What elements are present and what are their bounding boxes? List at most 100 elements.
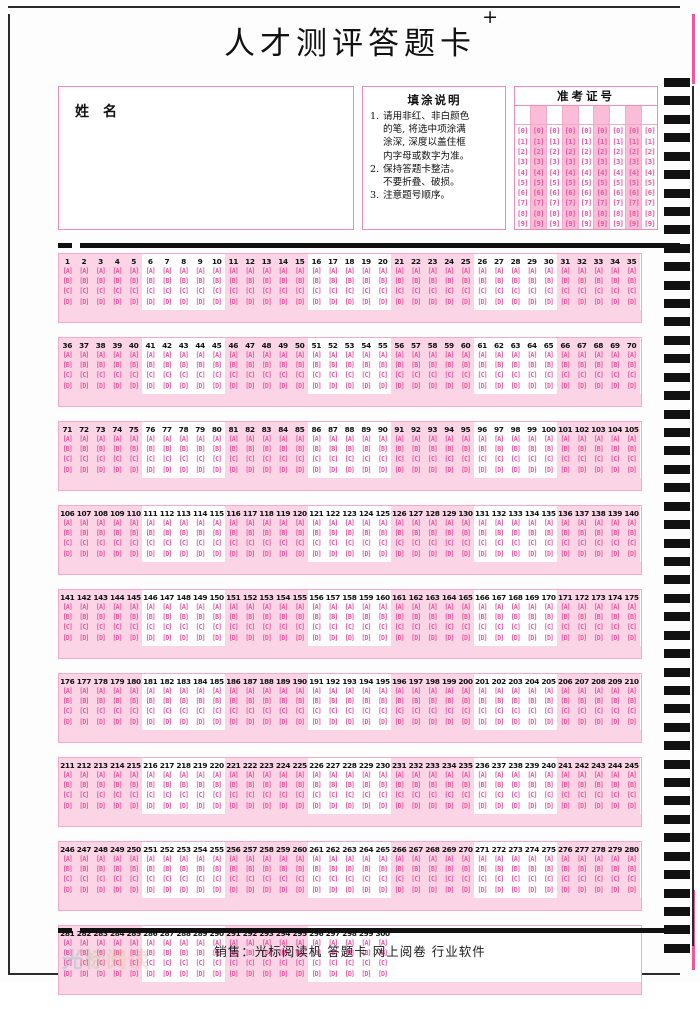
answer-bubble[interactable]: [B] xyxy=(228,697,239,706)
question-cell[interactable]: 269 [A] [B] [C] [D] xyxy=(441,842,458,898)
question-cell[interactable]: 35 [A] [B] [C] [D] xyxy=(623,254,640,310)
answer-bubble[interactable]: [A] xyxy=(560,519,571,527)
question-cell[interactable]: 299 [A] [B] [C] [D] xyxy=(357,926,375,982)
exam-number-bubble[interactable]: [8] xyxy=(644,208,656,218)
answer-bubble[interactable]: [B] xyxy=(494,613,504,622)
answer-bubble[interactable]: [C] xyxy=(626,707,637,716)
answer-bubble[interactable]: [D] xyxy=(560,549,571,558)
answer-bubble[interactable]: [A] xyxy=(626,603,637,611)
question-cell[interactable]: 215 [A] [B] [C] [D] xyxy=(125,758,142,814)
answer-bubble[interactable]: [B] xyxy=(62,277,73,286)
exam-number-write-cell[interactable] xyxy=(546,106,562,125)
answer-bubble[interactable]: [D] xyxy=(62,885,73,894)
answer-bubble[interactable]: [B] xyxy=(112,781,122,790)
answer-bubble[interactable]: [C] xyxy=(295,539,305,548)
question-cell[interactable]: 222 [A] [B] [C] [D] xyxy=(242,758,259,814)
answer-bubble[interactable]: [D] xyxy=(145,465,156,474)
question-cell[interactable]: 48 [A] [B] [C] [D] xyxy=(258,338,275,394)
answer-bubble[interactable]: [A] xyxy=(112,939,122,947)
answer-bubble[interactable]: [D] xyxy=(212,717,222,726)
answer-bubble[interactable]: [B] xyxy=(494,361,504,370)
answer-bubble[interactable]: [A] xyxy=(510,771,521,779)
answer-bubble[interactable]: [D] xyxy=(195,297,205,306)
answer-bubble[interactable]: [A] xyxy=(593,771,604,779)
question-cell[interactable]: 164 [A] [B] [C] [D] xyxy=(441,590,458,646)
question-cell[interactable]: 161 [A] [B] [C] [D] xyxy=(391,590,408,646)
answer-bubble[interactable]: [A] xyxy=(510,351,521,359)
exam-number-bubble[interactable]: [6] xyxy=(644,188,656,198)
answer-bubble[interactable]: [C] xyxy=(261,959,272,968)
answer-bubble[interactable]: [C] xyxy=(261,875,272,884)
answer-bubble[interactable]: [B] xyxy=(377,277,388,286)
answer-bubble[interactable]: [B] xyxy=(228,529,239,538)
question-cell[interactable]: 89 [A] [B] [C] [D] xyxy=(357,422,375,478)
answer-bubble[interactable]: [C] xyxy=(427,875,438,884)
answer-bubble[interactable]: [A] xyxy=(162,939,172,947)
answer-bubble[interactable]: [C] xyxy=(460,623,471,632)
question-cell[interactable]: 249 [A] [B] [C] [D] xyxy=(109,842,126,898)
answer-bubble[interactable]: [B] xyxy=(427,529,438,538)
answer-bubble[interactable]: [D] xyxy=(62,801,73,810)
question-cell[interactable]: 225 [A] [B] [C] [D] xyxy=(291,758,308,814)
answer-bubble[interactable]: [C] xyxy=(543,707,554,716)
question-cell[interactable]: 36 [A] [B] [C] [D] xyxy=(59,338,76,394)
answer-bubble[interactable]: [B] xyxy=(344,949,355,958)
exam-number-bubble[interactable]: [2] xyxy=(532,146,545,156)
answer-bubble[interactable]: [C] xyxy=(129,623,139,632)
answer-bubble[interactable]: [C] xyxy=(145,455,156,464)
question-cell[interactable]: 6 [A] [B] [C] [D] xyxy=(141,254,159,310)
answer-bubble[interactable]: [D] xyxy=(228,465,239,474)
answer-bubble[interactable]: [C] xyxy=(626,539,637,548)
answer-bubble[interactable]: [B] xyxy=(394,529,405,538)
answer-bubble[interactable]: [A] xyxy=(228,351,239,359)
answer-bubble[interactable]: [A] xyxy=(361,435,371,443)
question-cell[interactable]: 27 [A] [B] [C] [D] xyxy=(490,254,508,310)
exam-number-bubble[interactable]: [0] xyxy=(548,126,561,136)
answer-bubble[interactable]: [B] xyxy=(411,361,421,370)
answer-bubble[interactable]: [A] xyxy=(427,603,438,611)
exam-number-bubble[interactable]: [4] xyxy=(517,167,529,177)
question-cell[interactable]: 185 [A] [B] [C] [D] xyxy=(208,674,225,730)
answer-bubble[interactable]: [D] xyxy=(610,717,620,726)
question-cell[interactable]: 186 [A] [B] [C] [D] xyxy=(225,674,242,730)
answer-bubble[interactable]: [B] xyxy=(444,697,454,706)
answer-bubble[interactable]: [C] xyxy=(311,287,322,296)
answer-bubble[interactable]: [D] xyxy=(361,969,371,978)
answer-bubble[interactable]: [D] xyxy=(444,381,454,390)
answer-bubble[interactable]: [C] xyxy=(79,371,89,380)
answer-bubble[interactable]: [C] xyxy=(129,875,139,884)
answer-grid[interactable]: 1 [A] [B] [C] [D] 2 [A] [B] [C] [D] 3 [A] [B] [C] [D] 4… xyxy=(58,253,642,1009)
answer-bubble[interactable]: [A] xyxy=(626,519,637,527)
answer-bubble[interactable]: [D] xyxy=(295,549,305,558)
answer-bubble[interactable]: [D] xyxy=(543,465,554,474)
question-cell[interactable]: 265 [A] [B] [C] [D] xyxy=(374,842,391,898)
answer-bubble[interactable]: [A] xyxy=(195,855,205,863)
answer-bubble[interactable]: [C] xyxy=(543,791,554,800)
answer-bubble[interactable]: [C] xyxy=(162,623,172,632)
answer-bubble[interactable]: [B] xyxy=(228,613,239,622)
answer-bubble[interactable]: [C] xyxy=(593,539,604,548)
answer-bubble[interactable]: [C] xyxy=(228,539,239,548)
question-cell[interactable]: 134 [A] [B] [C] [D] xyxy=(523,506,541,562)
answer-bubble[interactable]: [C] xyxy=(527,875,537,884)
answer-bubble[interactable]: [C] xyxy=(212,623,222,632)
answer-bubble[interactable]: [B] xyxy=(560,697,571,706)
answer-bubble[interactable]: [A] xyxy=(361,771,371,779)
question-cell[interactable]: 125 [A] [B] [C] [D] xyxy=(374,506,391,562)
exam-number-bubble[interactable]: [9] xyxy=(517,219,529,229)
answer-bubble[interactable]: [C] xyxy=(295,623,305,632)
answer-bubble[interactable]: [C] xyxy=(626,455,637,464)
answer-bubble[interactable]: [C] xyxy=(129,791,139,800)
question-cell[interactable]: 172 [A] [B] [C] [D] xyxy=(573,590,590,646)
answer-bubble[interactable]: [B] xyxy=(145,445,156,454)
answer-bubble[interactable]: [B] xyxy=(593,361,604,370)
answer-bubble[interactable]: [B] xyxy=(577,277,587,286)
answer-bubble[interactable]: [B] xyxy=(162,529,172,538)
answer-bubble[interactable]: [C] xyxy=(460,875,471,884)
answer-bubble[interactable]: [A] xyxy=(95,771,106,779)
answer-bubble[interactable]: [A] xyxy=(361,519,371,527)
answer-bubble[interactable]: [D] xyxy=(195,381,205,390)
answer-bubble[interactable]: [C] xyxy=(261,623,272,632)
exam-number-bubble-stack[interactable]: [0] [1] [2] [3] [4] [5] [6] [7] [8] [9] xyxy=(515,125,530,229)
answer-bubble[interactable]: [C] xyxy=(477,791,488,800)
